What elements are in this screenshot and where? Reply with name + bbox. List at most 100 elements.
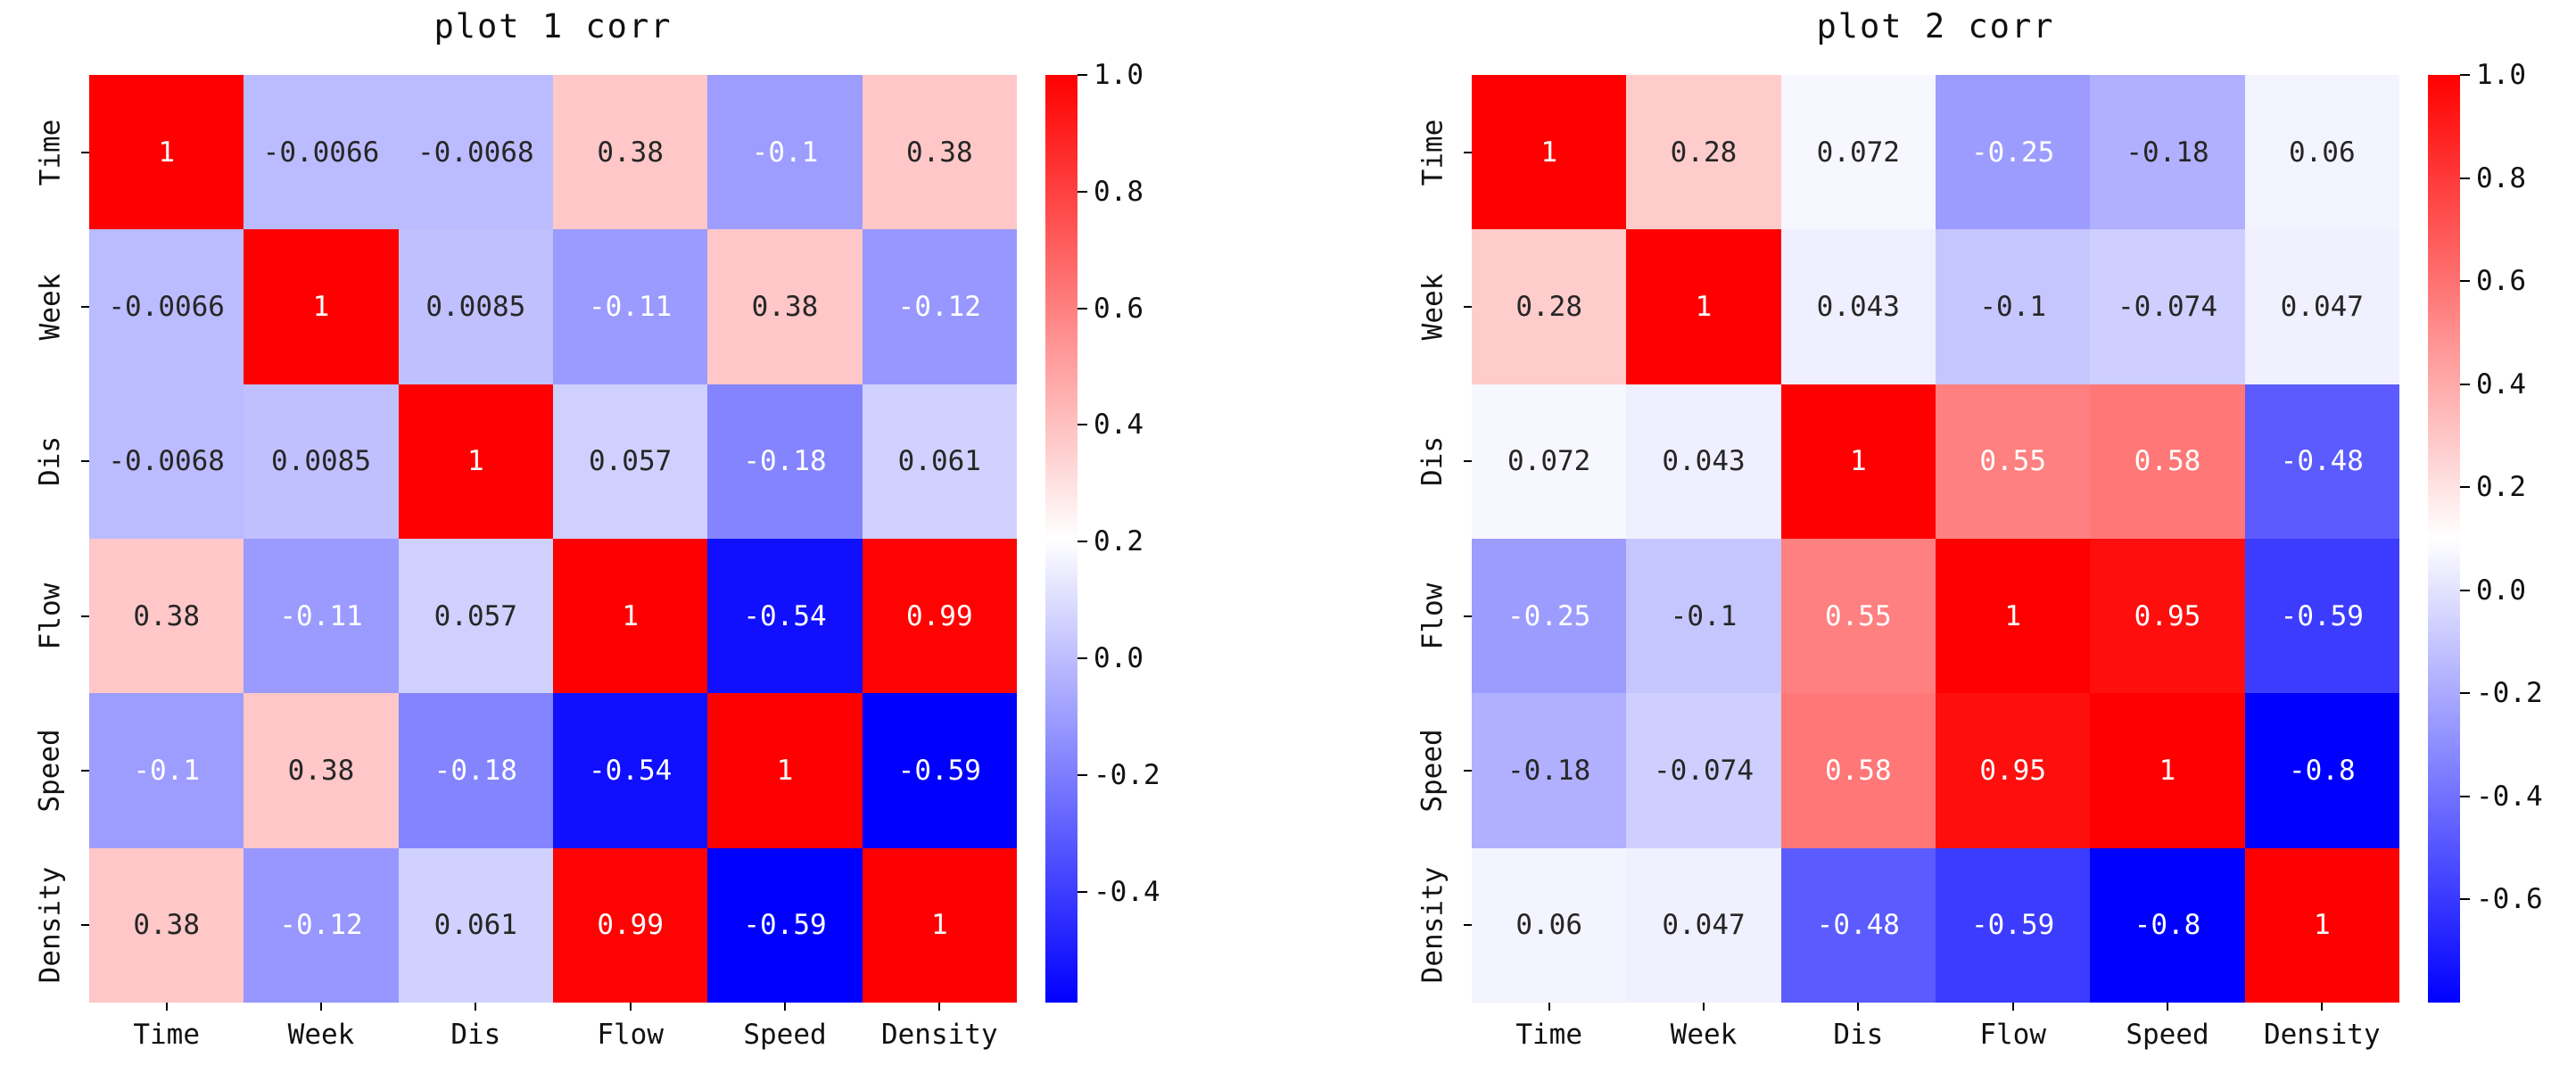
heatmap-cell: 1 [862,847,1017,1003]
heatmap-grid: 1 -0.0066 -0.0068 0.38 -0.1 0.38 -0.0066 1 0.008… [89,75,1017,1003]
heatmap-cell: -0.54 [552,693,708,848]
colorbar-tick-label: 0.8 [1094,175,1144,208]
y-tick-label: Density [1416,866,1449,984]
colorbar-tick-mark [1077,190,1087,193]
y-tick-label: Speed [34,729,67,813]
colorbar-tick-label: 0.2 [1094,525,1144,558]
colorbar-tick-mark [2460,177,2470,179]
x-tick-mark [2321,1003,2324,1011]
x-tick-labels: Time Week Dis Flow Speed Density [89,1019,1017,1051]
heatmap-cell: -0.11 [244,538,399,694]
heatmap-cell: 0.047 [2244,229,2399,384]
y-tick-label: Dis [1416,436,1449,487]
y-tick-label: Week [34,273,66,341]
heatmap-cell: -0.12 [244,847,399,1003]
y-tick-mark [1464,460,1472,463]
heatmap-cell: 0.99 [862,538,1017,694]
heatmap-cell: -0.48 [1780,847,1936,1003]
heatmap-cell: -0.1 [707,75,863,230]
heatmap-cell: 0.0085 [398,229,553,384]
colorbar-tick-mark [1077,890,1087,893]
heatmap-cell: -0.59 [862,693,1017,848]
y-tick-mark [81,306,89,308]
x-tick-mark [2167,1003,2168,1011]
x-tick-mark [165,1003,168,1011]
y-tick-label: Flow [34,582,66,649]
colorbar-tick-label: 0.6 [1094,292,1144,325]
colorbar-tick-mark [1077,657,1087,660]
heatmap-cell: 0.99 [552,847,708,1003]
heatmap-cell: -0.8 [2090,847,2245,1003]
x-tick-label: Dis [1833,1019,1884,1051]
heatmap-cell: 0.061 [862,384,1017,539]
heatmap-cell: -0.18 [398,693,553,848]
heatmap-cell: 1 [398,384,553,539]
heatmap-plot-1: plot 1 corr Time Week Dis Flow Speed Density … [34,0,1213,1090]
y-tick-label: Flow [1416,582,1449,649]
colorbar-tick-mark [1077,773,1087,776]
colorbar-tick-mark [1077,74,1087,76]
x-tick-label: Dis [450,1019,501,1051]
y-tick-mark [81,615,89,617]
heatmap-cell: 0.95 [1935,693,2091,848]
heatmap-cell: 0.95 [2090,538,2245,694]
colorbar-tick-mark [2460,589,2470,591]
x-tick-label: Flow [1979,1019,2046,1051]
y-tick-mark [81,924,89,927]
heatmap-cell: 0.043 [1780,229,1936,384]
colorbar-tick-label: 0.4 [2476,367,2526,400]
colorbar-tick-mark [2460,74,2470,76]
colorbar-tick-mark [2460,383,2470,385]
heatmap-cell: 1 [1626,229,1781,384]
heatmap-cell: -0.0066 [89,229,244,384]
x-tick-mark [2011,1003,2014,1011]
heatmap-cell: 0.55 [1935,384,2091,539]
x-tick-mark [938,1003,941,1011]
heatmap-cell: 0.38 [552,75,708,230]
x-tick-mark [629,1003,632,1011]
heatmap-cell: -0.1 [1626,538,1781,694]
heatmap-cell: -0.8 [2244,693,2399,848]
x-tick-label: Density [880,1019,998,1051]
heatmap-cell: 1 [1935,538,2091,694]
heatmap-cell: -0.18 [1472,693,1627,848]
heatmap-cell: 0.38 [89,538,244,694]
x-tick-label: Week [1670,1019,1738,1051]
heatmap-cell: 0.072 [1780,75,1936,230]
heatmap-cell: 1 [552,538,708,694]
heatmap-cell: -0.1 [1935,229,2091,384]
heatmap-cell: 1 [1472,75,1627,230]
colorbar-tick-label: 1.0 [1094,59,1144,91]
colorbar-tick-label: 0.0 [1094,642,1144,675]
colorbar-tick-mark [2460,692,2470,695]
x-tick-mark [1548,1003,1550,1011]
heatmap-cell: 0.38 [707,229,863,384]
heatmap-cell: -0.48 [2244,384,2399,539]
y-tick-mark [1464,306,1472,308]
y-tick-label: Speed [1416,729,1449,813]
y-tick-labels: Time Week Dis Flow Speed Density [1413,75,1452,1003]
heatmap-cell: 0.06 [1472,847,1627,1003]
heatmap-cell: -0.0066 [244,75,399,230]
colorbar-tick-label: -0.4 [1094,875,1160,908]
x-tick-mark [1703,1003,1705,1011]
heatmap-cell: -0.59 [2244,538,2399,694]
colorbar-tick-label: -0.6 [2476,883,2543,916]
x-tick-label: Time [1515,1019,1582,1051]
heatmap-cell: 1 [2090,693,2245,848]
y-tick-labels: Time Week Dis Flow Speed Density [30,75,70,1003]
y-tick-label: Week [1416,273,1449,341]
x-tick-mark [320,1003,322,1011]
heatmap-cell: 0.0085 [244,384,399,539]
heatmap-cell: 1 [244,229,399,384]
heatmap-cell: -0.074 [2090,229,2245,384]
colorbar-tick-mark [2460,486,2470,489]
x-tick-label: Speed [743,1019,827,1051]
colorbar-tick-mark [1077,541,1087,543]
heatmap-cell: 1 [1780,384,1936,539]
heatmap-cell: -0.0068 [89,384,244,539]
heatmap-cell: 0.38 [89,847,244,1003]
y-tick-label: Time [1416,119,1449,186]
heatmap-cell: -0.0068 [398,75,553,230]
